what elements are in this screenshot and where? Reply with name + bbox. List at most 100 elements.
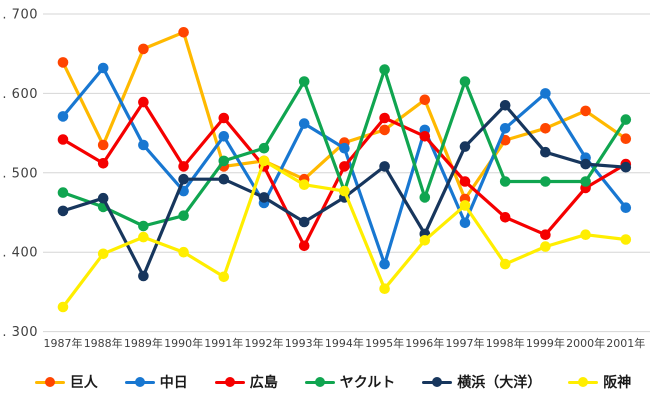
data-point-yokohama-1990年 [178, 173, 189, 185]
data-point-hiroshima-1988年 [97, 158, 109, 169]
data-point-chunichi-1988年 [97, 62, 109, 74]
data-point-chunichi-1993年 [298, 118, 310, 129]
data-point-hiroshima-1989年 [138, 96, 149, 108]
data-point-giants-2000年 [580, 105, 591, 117]
legend-dot-swatch [224, 377, 235, 387]
data-point-hiroshima-1991年 [218, 112, 230, 124]
data-point-hanshin-1997年 [459, 200, 471, 211]
plot-area: . 700 . 600 . 500 . 400 . 300 1987年 1988年 1989年… [2, 8, 650, 350]
data-point-yakult-1990年 [178, 210, 189, 221]
data-point-yakult-1989年 [138, 220, 149, 232]
x-tick-label: 1994年 [325, 336, 364, 350]
legend-item-hanshin: 阪神 [568, 372, 631, 392]
data-point-chunichi-1989年 [138, 139, 149, 151]
legend-dot-swatch [432, 377, 443, 387]
data-point-hiroshima-1987年 [57, 134, 69, 145]
data-point-yakult-1998年 [499, 176, 511, 187]
data-point-yokohama-2001年 [620, 161, 632, 173]
data-point-hiroshima-1995年 [379, 112, 390, 124]
data-point-giants-1995年 [379, 124, 390, 136]
data-point-chunichi-1997年 [459, 217, 471, 229]
data-point-hiroshima-1996年 [419, 131, 431, 142]
data-point-hiroshima-1999年 [540, 229, 551, 240]
data-point-yokohama-1999年 [540, 146, 551, 158]
x-tick-label: 1987年 [44, 336, 83, 350]
data-point-yakult-1992年 [258, 142, 270, 154]
data-point-chunichi-2001年 [620, 202, 632, 213]
legend-label: 横浜（大洋） [457, 375, 542, 391]
data-point-hanshin-1992年 [258, 155, 270, 167]
legend-label: 中日 [159, 375, 188, 391]
data-point-yakult-1987年 [57, 187, 69, 198]
data-point-chunichi-1999年 [540, 88, 551, 99]
legend-marker-icon [34, 376, 65, 388]
data-point-giants-2001年 [620, 133, 632, 144]
y-tick-label: . 400 [2, 246, 38, 261]
data-point-hanshin-1990年 [178, 246, 189, 258]
x-tick-label: 1999年 [526, 336, 565, 350]
data-point-yokohama-1991年 [218, 173, 230, 185]
data-point-giants-1999年 [540, 123, 551, 134]
data-point-yokohama-1987年 [57, 205, 69, 217]
data-point-hanshin-1999年 [540, 241, 551, 252]
legend-label: 巨人 [69, 375, 98, 391]
x-tick-label: 1993年 [285, 336, 324, 350]
data-point-hanshin-1995年 [379, 283, 390, 295]
legend-dot-swatch [44, 377, 55, 387]
legend-item-yakult: ヤクルト [304, 372, 396, 392]
data-point-chunichi-1987年 [57, 111, 69, 122]
legend-marker-icon [214, 376, 245, 388]
data-point-yakult-2000年 [580, 176, 591, 187]
legend: 巨人 中日 広島 ヤクルト 横浜（大洋） 阪神 [0, 366, 666, 398]
data-point-yokohama-1998年 [499, 100, 511, 111]
data-point-yakult-1995年 [379, 64, 390, 75]
legend-dot-swatch [314, 377, 325, 387]
data-point-giants-1996年 [419, 94, 431, 106]
legend-marker-icon [422, 376, 453, 388]
x-tick-label: 1991年 [204, 336, 243, 350]
legend-marker-icon [124, 376, 155, 388]
data-point-hanshin-1996年 [419, 235, 431, 246]
legend-marker-icon [304, 376, 335, 388]
data-point-chunichi-1998年 [499, 123, 511, 134]
legend-item-yokohama: 横浜（大洋） [422, 372, 541, 392]
data-point-hiroshima-1990年 [178, 161, 189, 172]
data-point-yokohama-1997年 [459, 141, 471, 152]
x-tick-label: 1990年 [164, 336, 203, 350]
data-point-chunichi-1995年 [379, 258, 390, 270]
data-point-hanshin-1994年 [339, 185, 350, 197]
data-point-yokohama-1992年 [258, 192, 270, 203]
y-tick-label: . 500 [2, 166, 38, 181]
data-point-yokohama-1993年 [298, 216, 310, 228]
legend-item-giants: 巨人 [34, 372, 98, 392]
data-point-yakult-2001年 [620, 114, 632, 125]
data-point-yakult-1997年 [459, 76, 471, 87]
x-tick-label: 1997年 [446, 336, 485, 350]
data-point-hanshin-2001年 [620, 234, 632, 245]
x-tick-label: 2001年 [606, 336, 645, 350]
legend-dot-swatch [134, 377, 145, 387]
data-point-yakult-1999年 [540, 176, 551, 187]
x-tick-label: 1989年 [124, 336, 163, 350]
x-tick-label: 2000年 [566, 336, 605, 350]
y-tick-label: . 700 [2, 8, 38, 23]
data-point-hanshin-2000年 [580, 229, 591, 240]
data-point-yakult-1991年 [218, 155, 230, 167]
data-point-giants-1987年 [57, 57, 69, 68]
legend-label: ヤクルト [339, 375, 396, 391]
data-point-yokohama-1989年 [138, 270, 149, 282]
x-tick-label: 1995年 [365, 336, 404, 350]
legend-item-hiroshima: 広島 [214, 372, 278, 392]
y-tick-label: . 600 [2, 87, 38, 102]
x-tick-label: 1992年 [245, 336, 284, 350]
data-point-yokohama-1995年 [379, 161, 390, 172]
data-point-yokohama-1988年 [97, 192, 109, 204]
y-tick-label: . 300 [2, 325, 38, 340]
data-point-hiroshima-1994年 [339, 161, 350, 172]
data-point-hiroshima-1998年 [499, 212, 511, 223]
series-line-giants [61, 30, 628, 201]
data-point-chunichi-1991年 [218, 131, 230, 142]
data-point-chunichi-1994年 [339, 142, 350, 154]
data-point-giants-1988年 [97, 139, 109, 151]
